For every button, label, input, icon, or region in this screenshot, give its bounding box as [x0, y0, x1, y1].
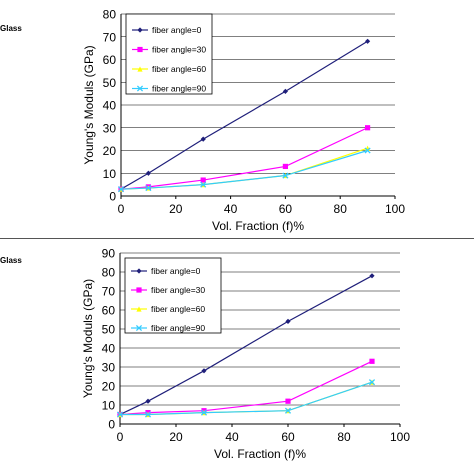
- data-point: [201, 368, 207, 374]
- legend-label: fiber angle=90: [151, 323, 205, 333]
- x-tick-label: 20: [169, 202, 183, 216]
- data-point: [284, 407, 292, 414]
- x-tick-label: 80: [337, 430, 351, 444]
- x-tick-label: 20: [169, 430, 183, 444]
- x-tick-label: 60: [279, 202, 293, 216]
- data-point: [365, 38, 371, 44]
- data-point: [200, 181, 207, 188]
- legend-marker: [137, 46, 143, 53]
- x-tick-label: 80: [334, 202, 348, 216]
- x-axis-title: Vol. Fraction (f)%: [212, 219, 304, 233]
- y-tick-label: 0: [109, 190, 116, 204]
- legend-label: fiber angle=60: [152, 64, 206, 74]
- y-tick-label: 30: [103, 121, 117, 135]
- y-axis-title: Young's Moduls (GPa): [82, 45, 96, 164]
- data-point: [145, 184, 152, 192]
- legend-label: fiber angle=0: [151, 266, 201, 276]
- data-point: [144, 411, 152, 418]
- legend-box: [125, 13, 213, 95]
- legend-marker: [137, 66, 143, 72]
- legend-label: fiber angle=60: [151, 304, 205, 314]
- x-tick-label: 100: [385, 202, 405, 216]
- data-point: [282, 172, 289, 179]
- y-tick-label: 50: [102, 323, 116, 337]
- legend-marker: [136, 306, 142, 312]
- y-tick-label: 80: [102, 266, 116, 280]
- legend-label: fiber angle=30: [151, 285, 205, 295]
- panel-label-top: Glass: [0, 24, 22, 33]
- series-line-1: [119, 360, 373, 416]
- legend-marker: [136, 287, 142, 293]
- data-point: [145, 170, 151, 176]
- y-tick-label: 40: [102, 342, 116, 356]
- y-tick-label: 60: [103, 53, 117, 67]
- data-point: [368, 379, 376, 386]
- x-tick-label: 0: [118, 202, 125, 216]
- data-point: [282, 163, 288, 170]
- x-tick-label: 100: [390, 430, 410, 444]
- data-point: [200, 177, 206, 183]
- x-tick-label: 0: [117, 430, 124, 444]
- data-point: [145, 398, 151, 404]
- data-point: [285, 318, 291, 324]
- legend-marker: [135, 324, 143, 332]
- data-point: [369, 358, 375, 364]
- panel-divider: [0, 238, 474, 239]
- y-tick-label: 20: [103, 144, 117, 158]
- y-tick-label: 30: [102, 361, 116, 375]
- y-tick-label: 0: [108, 418, 115, 432]
- chart-top: 0 10 20 30 40 50 60 70 80 0 20 40 60 80 100 Vol. Fracti…: [82, 8, 405, 234]
- x-tick-label: 40: [224, 202, 238, 216]
- legend-label: fiber angle=0: [152, 25, 202, 35]
- y-tick-label: 80: [103, 8, 117, 22]
- data-point: [285, 398, 291, 404]
- legend-label: fiber angle=30: [152, 45, 206, 55]
- y-tick-label: 20: [102, 380, 116, 394]
- y-tick-label: 70: [102, 285, 116, 299]
- panel-label-bottom: Glass: [0, 256, 22, 265]
- data-point: [200, 136, 206, 142]
- y-tick-label: 50: [103, 76, 117, 90]
- y-tick-label: 10: [102, 399, 116, 413]
- y-tick-label: 60: [102, 304, 116, 318]
- y-axis-title: Young's Moduls (GPa): [81, 279, 95, 398]
- data-point: [282, 88, 288, 94]
- legend-marker: [136, 268, 142, 274]
- x-tick-label: 40: [225, 430, 239, 444]
- data-point: [117, 186, 125, 193]
- series-line-3: [120, 149, 368, 190]
- x-tick-label: 60: [281, 430, 295, 444]
- legend-marker: [136, 85, 144, 92]
- legend-label: fiber angle=90: [152, 84, 206, 94]
- y-tick-label: 40: [103, 99, 117, 113]
- y-tick-label: 90: [102, 247, 116, 261]
- data-point: [200, 409, 208, 416]
- x-axis-title: Vol. Fraction (f)%: [214, 447, 306, 461]
- legend-marker: [137, 27, 143, 33]
- data-point: [116, 411, 124, 418]
- y-tick-label: 70: [103, 30, 117, 44]
- chart-bottom: 0 10 20 30 40 50 60 70 80 90 0 20 40 60 80 100 Vol. Frac…: [81, 247, 410, 462]
- series-line-3: [120, 381, 373, 416]
- data-point: [365, 125, 371, 131]
- data-point: [364, 147, 371, 154]
- data-point: [369, 273, 375, 279]
- y-tick-label: 10: [103, 167, 117, 181]
- series-line-2: [120, 381, 373, 416]
- series-line-2: [120, 147, 368, 190]
